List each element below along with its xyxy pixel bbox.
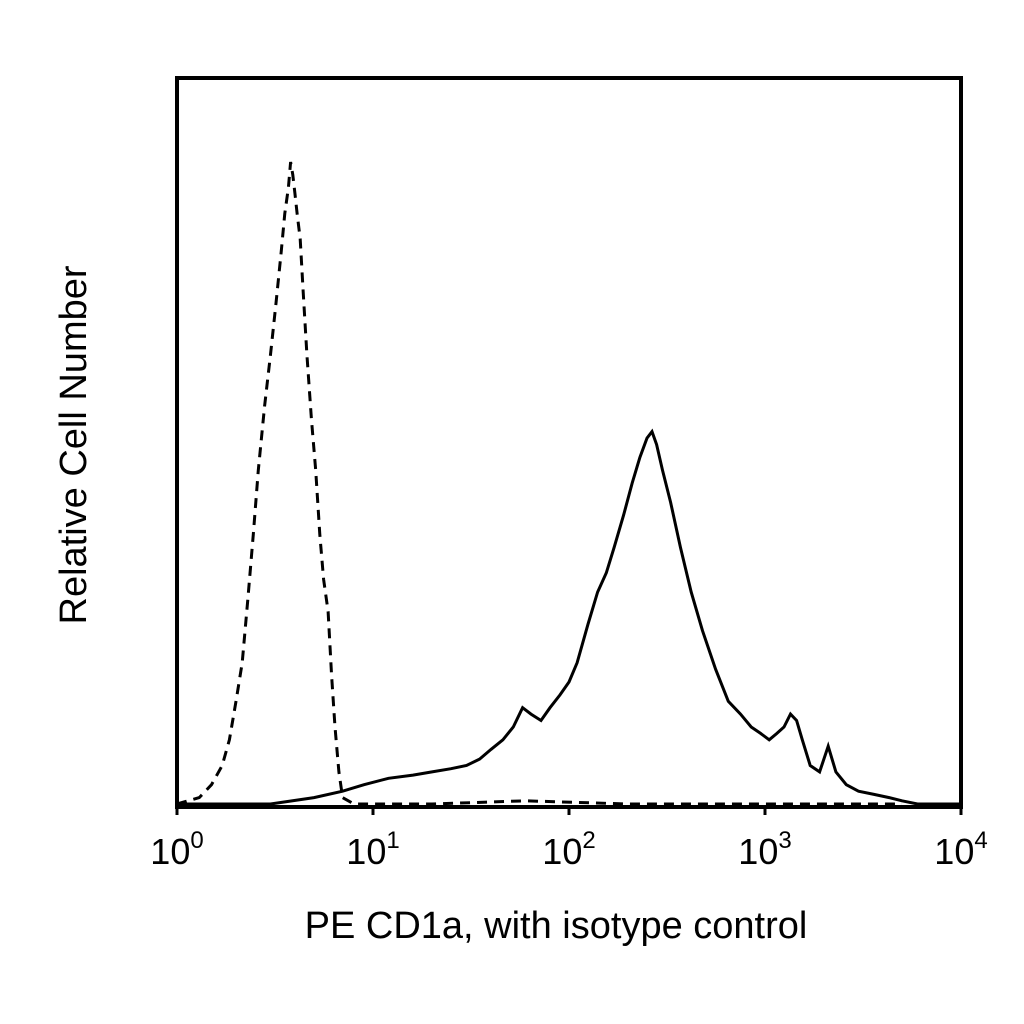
- cd1a-histogram: [177, 428, 961, 806]
- x-axis-title: PE CD1a, with isotype control: [305, 905, 808, 947]
- series-layer: [176, 161, 961, 806]
- x-tick-label: 100: [150, 827, 203, 872]
- x-tick-label: 104: [934, 827, 987, 872]
- isotype-control-histogram: [176, 161, 902, 806]
- y-axis-title: Relative Cell Number: [53, 265, 95, 624]
- x-tick-label: 101: [346, 827, 399, 872]
- x-tick-label: 103: [738, 827, 791, 872]
- x-tick-layer: 100 101 102 103 104: [150, 807, 988, 872]
- x-tick-label: 102: [542, 827, 595, 872]
